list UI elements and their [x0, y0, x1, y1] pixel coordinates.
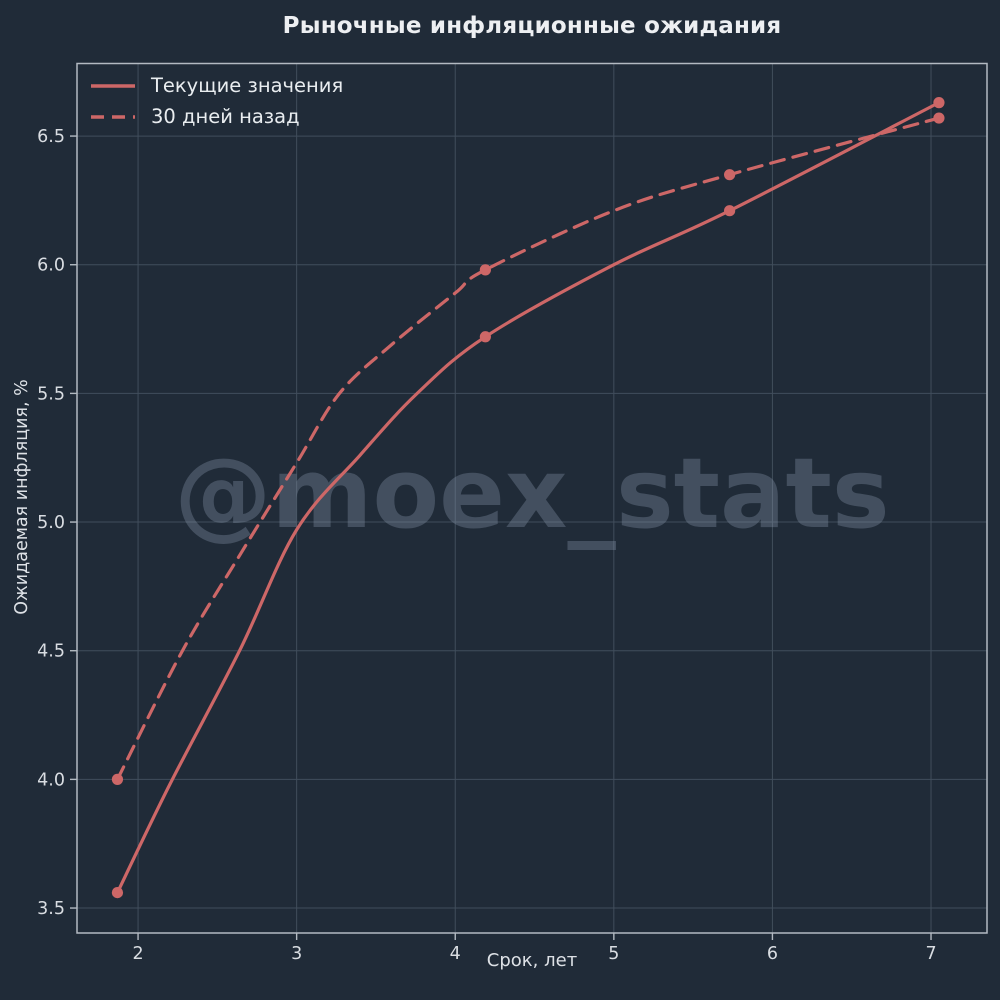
- svg-text:3.5: 3.5: [37, 899, 65, 919]
- svg-text:5: 5: [608, 944, 619, 964]
- gridlines: [77, 63, 987, 933]
- svg-text:6: 6: [767, 944, 778, 964]
- svg-text:5.0: 5.0: [37, 513, 65, 533]
- chart-title: Рыночные инфляционные ожидания: [282, 13, 782, 39]
- legend-label-current: Текущие значения: [151, 74, 344, 97]
- x-axis-label: Срок, лет: [486, 950, 578, 971]
- svg-text:4.0: 4.0: [37, 770, 65, 790]
- axis-ticks: 2 3 4 5 6 7 3.5 4.0 4.5 5.0 5.5 6.0 6.5: [37, 127, 936, 964]
- svg-text:6.0: 6.0: [37, 256, 65, 276]
- legend-label-30days: 30 дней назад: [151, 105, 300, 128]
- watermark: @moex_stats: [174, 437, 889, 550]
- legend-item-30days: 30 дней назад: [90, 105, 343, 128]
- y-axis-label: Ожидаемая инфляция, %: [12, 379, 32, 615]
- legend-swatch-solid-line: [91, 83, 135, 88]
- legend-swatch-dashed-line: [91, 114, 135, 119]
- svg-text:4: 4: [450, 944, 461, 964]
- svg-text:3: 3: [291, 944, 302, 964]
- svg-text:7: 7: [925, 944, 936, 964]
- legend: Текущие значения 30 дней назад: [90, 74, 343, 128]
- svg-text:5.5: 5.5: [37, 384, 65, 404]
- plot-frame: [76, 62, 988, 934]
- svg-text:6.5: 6.5: [37, 127, 65, 147]
- legend-item-current: Текущие значения: [90, 74, 343, 97]
- svg-text:4.5: 4.5: [37, 642, 65, 662]
- svg-text:2: 2: [132, 944, 143, 964]
- data-series: [111, 97, 945, 899]
